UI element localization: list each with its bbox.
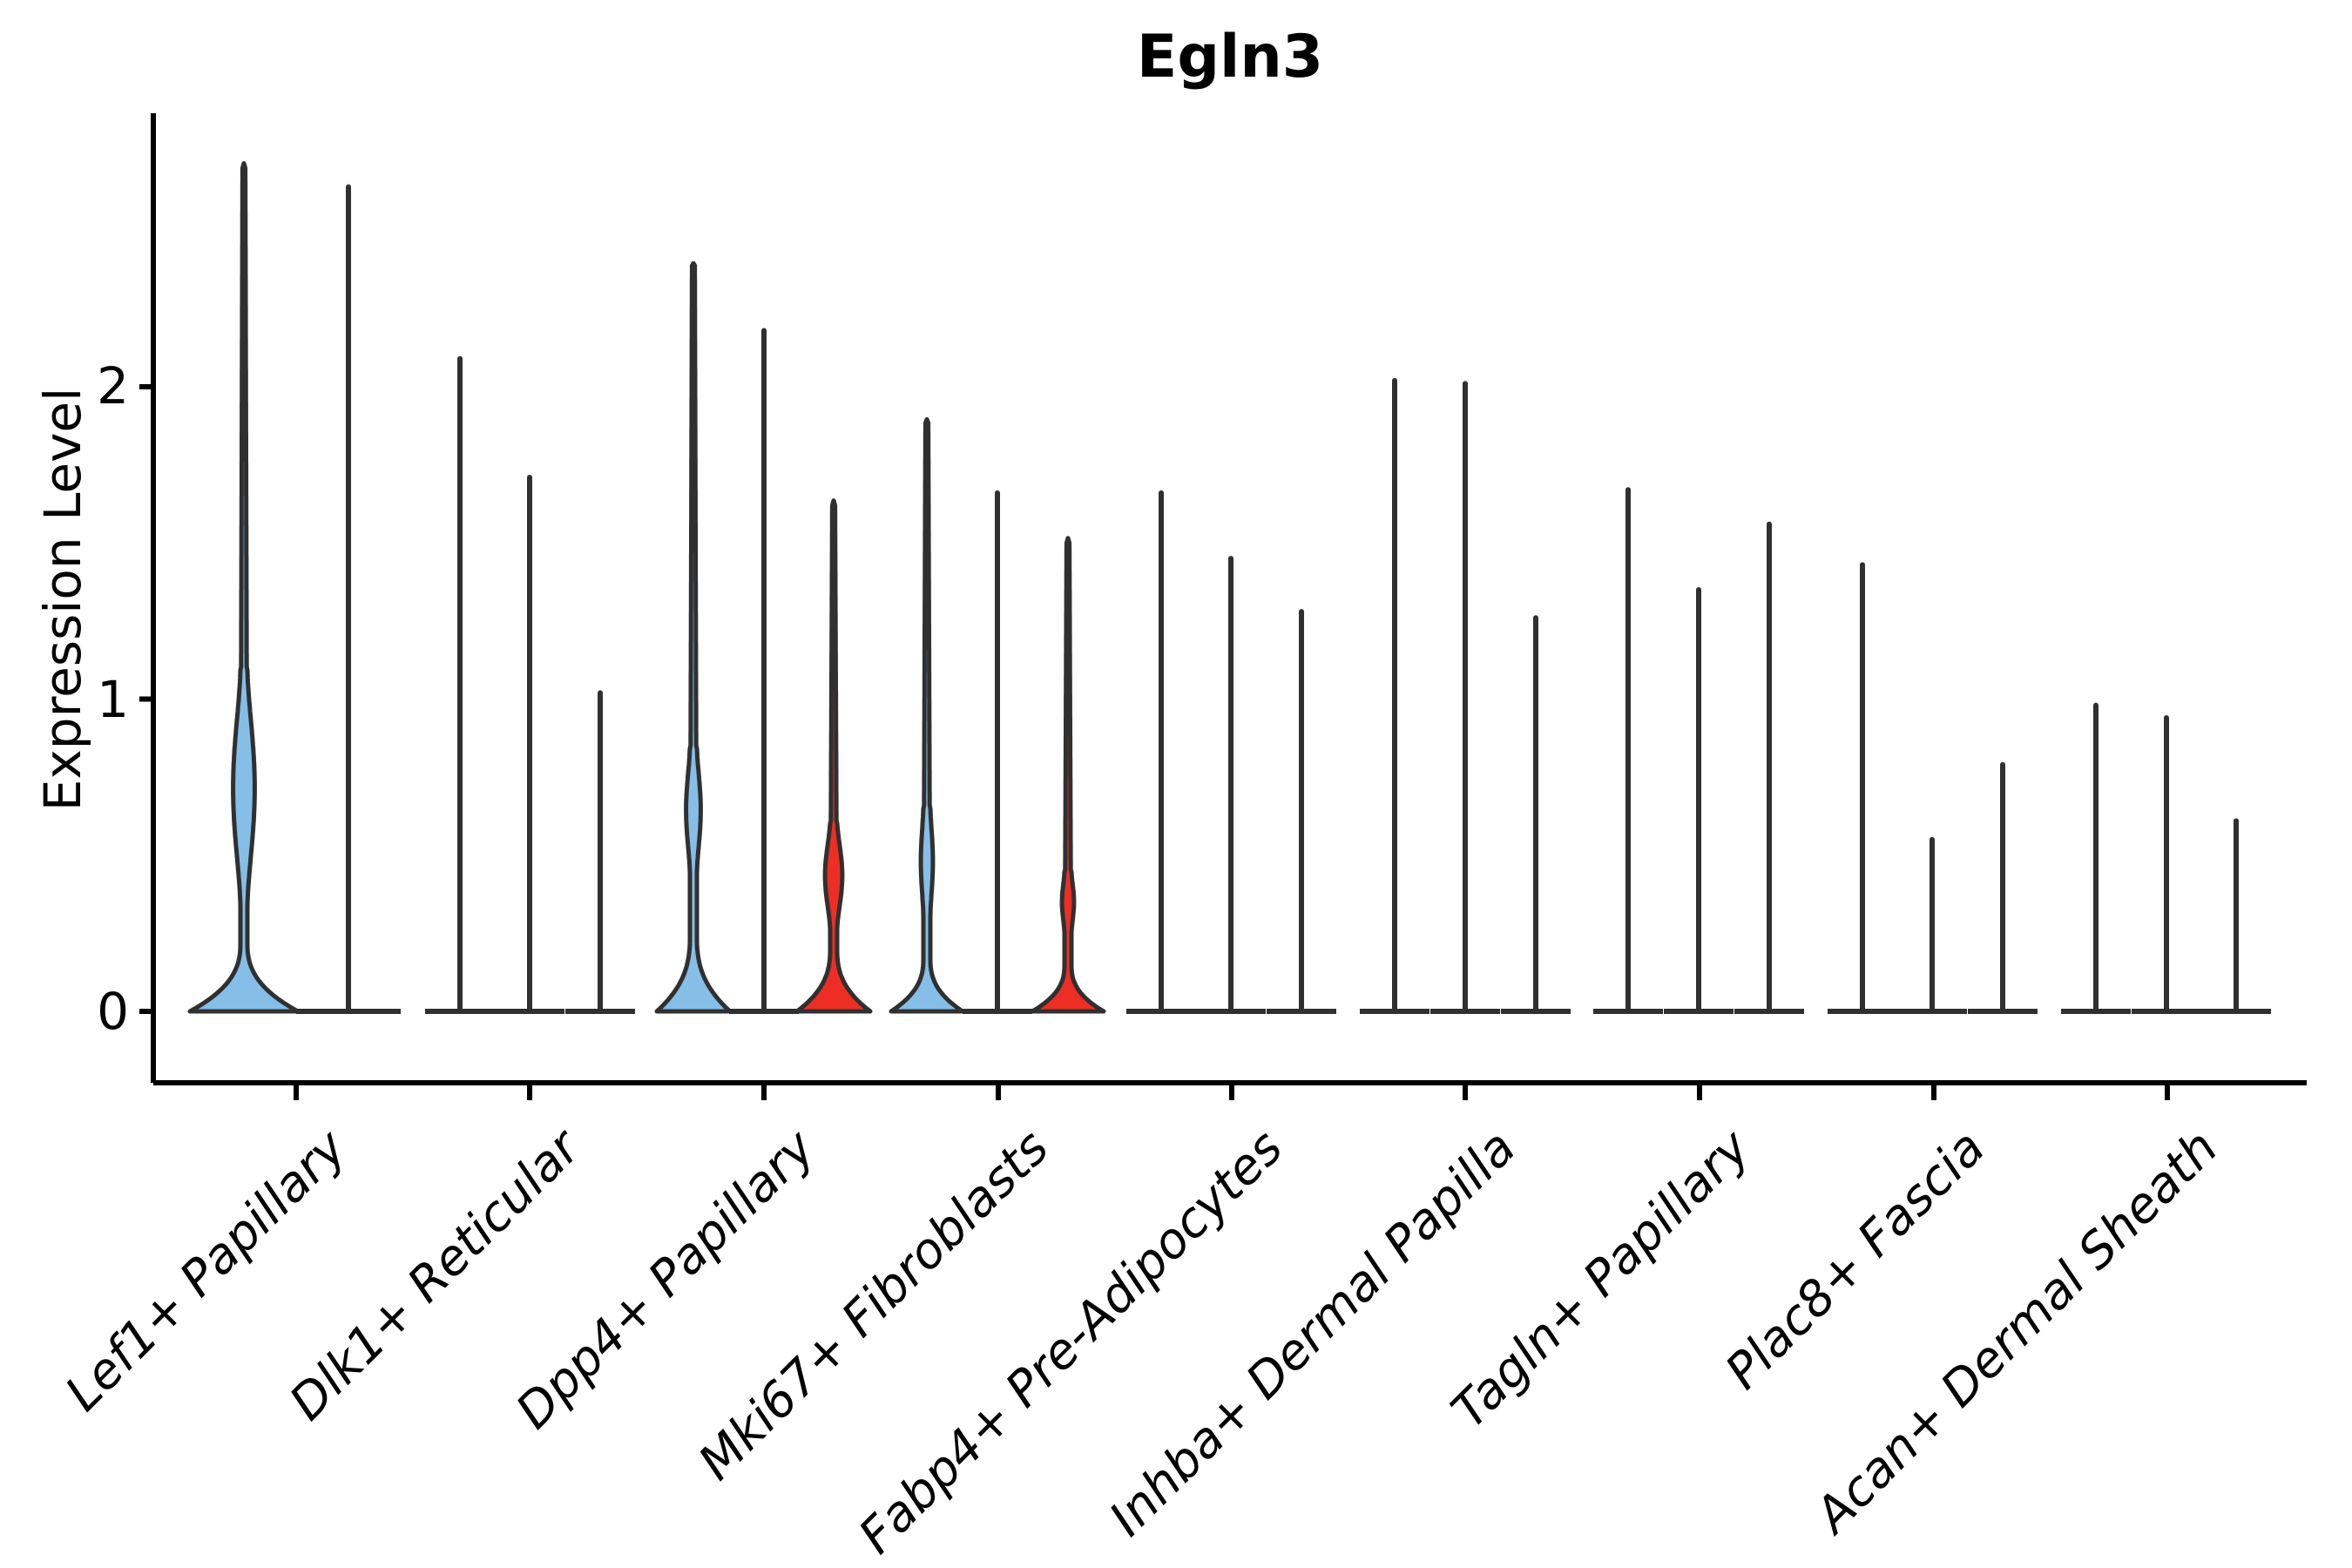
y-tick-label-2: 2 xyxy=(97,356,129,416)
violin-blue-3-0 xyxy=(889,416,965,1014)
violin-red-2-2 xyxy=(794,498,873,1014)
violin-blue-0-0 xyxy=(187,161,301,1014)
violin-red-3-2 xyxy=(1030,536,1106,1014)
y-axis-label: Expression Level xyxy=(33,387,92,812)
violin-blue-2-0 xyxy=(654,260,733,1014)
y-tick-label-0: 0 xyxy=(97,982,129,1041)
chart-title: Egln3 xyxy=(1136,23,1324,91)
y-tick-label-1: 1 xyxy=(97,670,129,729)
